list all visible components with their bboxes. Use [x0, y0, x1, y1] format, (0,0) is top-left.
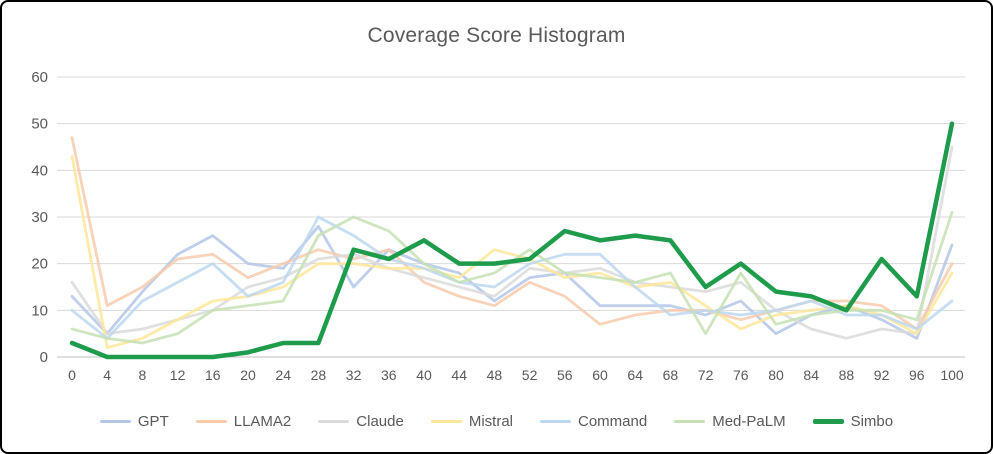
legend-label: Mistral	[468, 412, 513, 430]
legend-item-simbo[interactable]: Simbo	[812, 412, 894, 430]
legend-item-command[interactable]: Command	[540, 413, 647, 430]
y-tick-label: 20	[31, 256, 48, 273]
x-tick-label: 68	[663, 367, 679, 383]
x-tick-label: 96	[909, 367, 925, 383]
legend-label: LLAMA2	[233, 412, 292, 430]
y-tick-label: 40	[31, 162, 48, 179]
x-tick-label: 84	[803, 367, 819, 383]
series-line-simbo	[69, 121, 955, 360]
series-line-command	[70, 215, 954, 340]
x-tick-label: 40	[416, 367, 432, 383]
x-tick-label: 20	[240, 367, 256, 383]
legend-swatch-llama2	[195, 419, 227, 423]
legend-label: Command	[578, 412, 648, 430]
legend-label: GPT	[137, 412, 169, 430]
legend-swatch-med-palm	[674, 419, 706, 423]
x-tick-label: 52	[522, 367, 538, 383]
legend-swatch-command	[540, 419, 571, 423]
legend-swatch-gpt	[99, 419, 131, 423]
x-tick-label: 88	[839, 367, 855, 383]
x-tick-label: 72	[698, 367, 714, 383]
x-tick-label: 4	[103, 367, 111, 383]
series-line-gpt	[70, 224, 954, 340]
x-tick-label: 8	[139, 367, 147, 383]
x-tick-label: 16	[205, 367, 221, 383]
legend-item-gpt[interactable]: GPT	[99, 412, 169, 430]
x-tick-label: 60	[592, 367, 608, 383]
x-tick-label: 36	[381, 367, 397, 383]
y-tick-label: 30	[31, 209, 48, 226]
x-tick-label: 24	[275, 367, 291, 383]
x-tick-label: 0	[68, 367, 76, 383]
y-tick-label: 0	[40, 349, 48, 366]
legend-item-mistral[interactable]: Mistral	[430, 412, 513, 430]
x-tick-label: 56	[557, 367, 573, 383]
x-tick-label: 48	[487, 367, 503, 383]
x-tick-label: 12	[170, 367, 186, 383]
y-tick-label: 50	[31, 116, 48, 133]
x-tick-label: 44	[451, 367, 467, 383]
x-tick-label: 32	[346, 367, 362, 383]
series-line-med-palm	[70, 210, 954, 345]
x-tick-label: 28	[311, 367, 327, 383]
y-tick-label: 60	[31, 69, 48, 86]
legend-item-med-palm[interactable]: Med-PaLM	[674, 412, 786, 430]
legend-label: Simbo	[850, 412, 894, 430]
legend-swatch-simbo	[812, 418, 844, 424]
series-line-mistral	[70, 154, 954, 350]
legend-swatch-mistral	[430, 419, 462, 423]
legend-label: Claude	[356, 412, 404, 430]
legend-item-claude[interactable]: Claude	[318, 413, 404, 430]
x-tick-label: 64	[627, 367, 643, 383]
legend-swatch-claude	[318, 419, 350, 423]
legend-item-llama2[interactable]: LLAMA2	[195, 412, 292, 430]
x-tick-label: 76	[733, 367, 749, 383]
series-line-claude	[70, 145, 954, 340]
legend-label: Med-PaLM	[712, 412, 786, 430]
y-tick-label: 10	[31, 302, 48, 319]
chart-legend: GPT LLAMA2 Claude Mistral Command Med-PaLM Sim…	[2, 404, 991, 438]
x-tick-label: 92	[874, 367, 890, 383]
x-tick-label: 80	[768, 367, 784, 383]
chart-title[interactable]: Coverage Score Histogram	[367, 24, 626, 47]
x-tick-label: 100	[940, 367, 964, 383]
